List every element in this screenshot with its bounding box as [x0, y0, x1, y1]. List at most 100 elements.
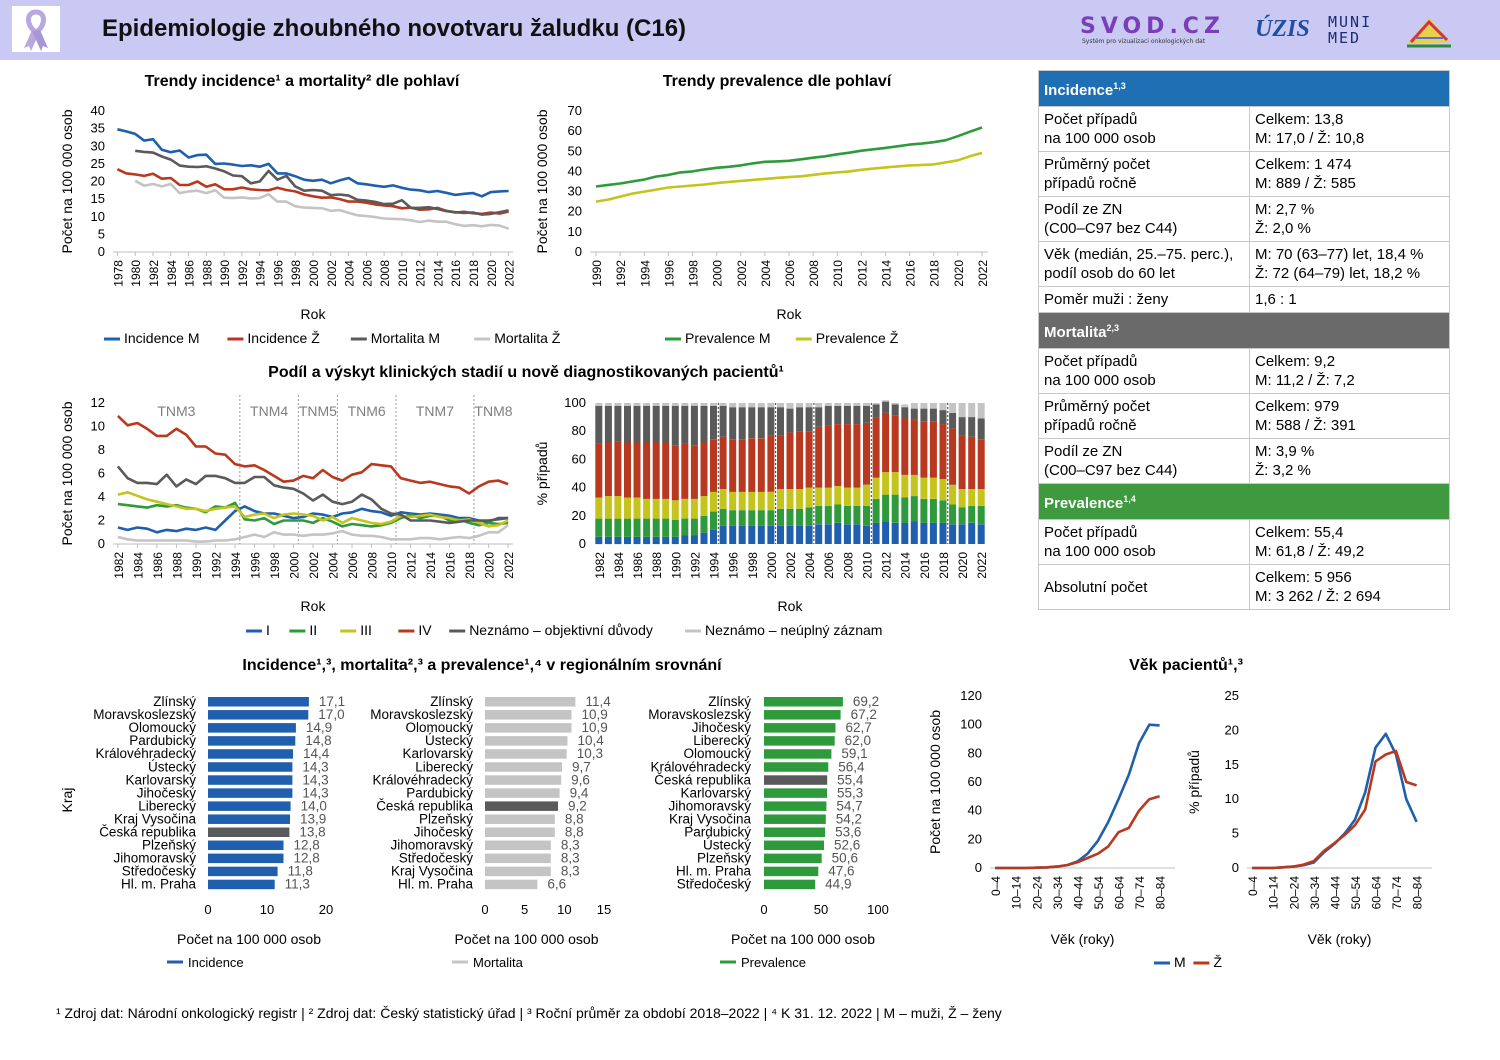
x-tick-label: 2002	[307, 552, 321, 579]
legend-label: Neznámo – objektivní důvody	[469, 622, 653, 638]
trends_incidence_mortality-chart: 0 5 10 15 20 25 30 35 40 1978 1980 1982 1984 1986 1988…	[59, 103, 517, 322]
ribbon-logo-icon	[12, 6, 60, 52]
x-tick-label: 2022	[502, 552, 516, 579]
legend-label: Mortalita M	[371, 330, 440, 346]
x-tick-label: 2002	[784, 552, 798, 579]
cell-line: M: 11,2 / Ž: 7,2	[1255, 372, 1355, 389]
y-tick-label: 20	[568, 204, 582, 219]
cell-line: Podíl ze ZN	[1044, 443, 1123, 460]
cell-line: M: 3 262 / Ž: 2 694	[1255, 588, 1381, 605]
row-key: Průměrný počet případů ročně	[1038, 393, 1250, 439]
series-line	[1252, 749, 1418, 870]
row-value: M: 2,7 % Ž: 2,0 %	[1249, 196, 1450, 242]
cell-line: Celkem: 55,4	[1255, 524, 1344, 541]
region-bar	[485, 723, 572, 733]
stacked-bar-segment	[843, 487, 851, 506]
cell-line: Počet případů	[1044, 524, 1138, 541]
x-tick-label: 2008	[807, 260, 821, 287]
stacked-bar-segment	[939, 403, 947, 411]
x-tick-label: 1988	[650, 552, 664, 579]
stacked-bar-segment	[604, 403, 612, 406]
region-bar	[764, 775, 828, 785]
stacked-bar-segment	[729, 407, 737, 440]
stacked-bar-segment	[786, 525, 794, 544]
bar-value-label: 52,6	[834, 838, 860, 853]
x-tick-label: 2000	[287, 552, 301, 579]
stacked-bar-segment	[805, 487, 813, 508]
row-value: Celkem: 5 956 M: 3 262 / Ž: 2 694	[1249, 564, 1450, 610]
uzis-logo[interactable]: ÚZIS	[1255, 16, 1310, 42]
stacked-bar-segment	[614, 441, 622, 497]
charts-canvas: Trendy incidence¹ a mortality² dle pohla…	[59, 73, 1432, 970]
stacked-bar-segment	[786, 408, 794, 433]
y-tick-label: 20	[91, 174, 105, 189]
x-tick-label: 1994	[229, 552, 243, 579]
stacked-bar-segment	[643, 442, 651, 499]
stacked-bar-segment	[624, 497, 631, 519]
stacked-bar-segment	[767, 510, 775, 526]
y-tick-label: 5	[1232, 826, 1239, 841]
stacked-bar-segment	[901, 474, 909, 498]
stacked-bar-segment	[757, 438, 765, 492]
stacked-bar-segment	[815, 407, 823, 427]
cell-line: případů ročně	[1044, 175, 1137, 192]
stacked-bar-segment	[748, 491, 756, 511]
x-tick-label: 60–64	[1369, 876, 1383, 910]
cell-line: (C00–C97 bez C44)	[1044, 462, 1178, 479]
stacked-bar-segment	[757, 525, 765, 544]
stacked-bar-segment	[690, 403, 698, 406]
region-label: Moravskoslezský	[648, 707, 751, 722]
prevalence-row: Počet případů na 100 000 osob Celkem: 55,4…	[1038, 519, 1450, 565]
stacked-bar-segment	[633, 497, 641, 519]
stacked-bar-segment	[796, 525, 804, 544]
x-tick-label: 30–34	[1308, 876, 1322, 910]
y-tick-label: 2	[98, 513, 105, 528]
region-label: Hl. m. Praha	[121, 877, 197, 892]
stacked-bar-segment	[671, 405, 679, 446]
x-tick-label: 2002	[735, 260, 749, 287]
region-label: Jihočeský	[414, 825, 474, 840]
row-value: Celkem: 55,4 M: 61,8 / Ž: 49,2	[1249, 519, 1450, 565]
x-tick-label: 2022	[975, 552, 989, 579]
stacked-bar-segment	[719, 405, 727, 437]
row-key: Podíl ze ZN (C00–C97 bez C44)	[1038, 196, 1250, 242]
stacked-bar-segment	[977, 505, 985, 525]
y-tick-label: 50	[568, 143, 582, 158]
region-bar	[764, 697, 843, 707]
stacked-bar-segment	[681, 535, 689, 544]
x-tick-label: 1998	[746, 552, 760, 579]
stacked-bar-segment	[920, 421, 928, 478]
stacked-bar-segment	[968, 489, 976, 506]
stacked-bar-segment	[901, 404, 909, 408]
row-key: Věk (medián, 25.–75. perc.), podíl osob d…	[1038, 241, 1250, 287]
section-header-footnote: 1,3	[1113, 81, 1126, 91]
cell-line: na 100 000 osob	[1044, 543, 1156, 560]
x-tick-label: 10–14	[1267, 876, 1281, 910]
region-label: Jihomoravský	[668, 798, 751, 813]
muni-logo-text: MUNI	[1328, 13, 1373, 31]
bar-value-label: 56,4	[838, 759, 865, 774]
stacked-bar-segment	[891, 522, 899, 544]
prevalence-section-header: Prevalence1,4	[1038, 483, 1450, 520]
region-label: Ústecký	[148, 759, 196, 774]
stacked-bar-segment	[777, 403, 784, 408]
region-label: Olomoucký	[405, 720, 473, 735]
partner-logo-icon[interactable]	[1405, 12, 1453, 48]
stacked-bar-segment	[863, 505, 870, 526]
legend-label: Incidence Ž	[247, 330, 320, 346]
region-label: Jihočeský	[137, 785, 197, 800]
x-tick-label: 2020	[483, 552, 497, 579]
y-tick-label: 10	[91, 419, 105, 434]
y-tick-label: 20	[1225, 722, 1239, 737]
svod-logo[interactable]: SVOD.CZ	[1080, 14, 1225, 39]
stacked-bar-segment	[652, 498, 660, 519]
stacked-bar-segment	[872, 417, 880, 478]
stacked-bar-segment	[834, 403, 842, 406]
stacked-bar-segment	[662, 405, 670, 443]
stacked-bar-segment	[748, 510, 756, 526]
x-tick-label: 2014	[879, 260, 893, 287]
trends_prevalence-chart: 0 10 20 30 40 50 60 70 1990 1992 1994 1996 1998 2000 2…	[534, 103, 990, 322]
muni-med-logo[interactable]: MUNI MED	[1328, 14, 1372, 46]
stacked-bar-segment	[968, 403, 976, 418]
stacked-bar-segment	[643, 537, 651, 545]
